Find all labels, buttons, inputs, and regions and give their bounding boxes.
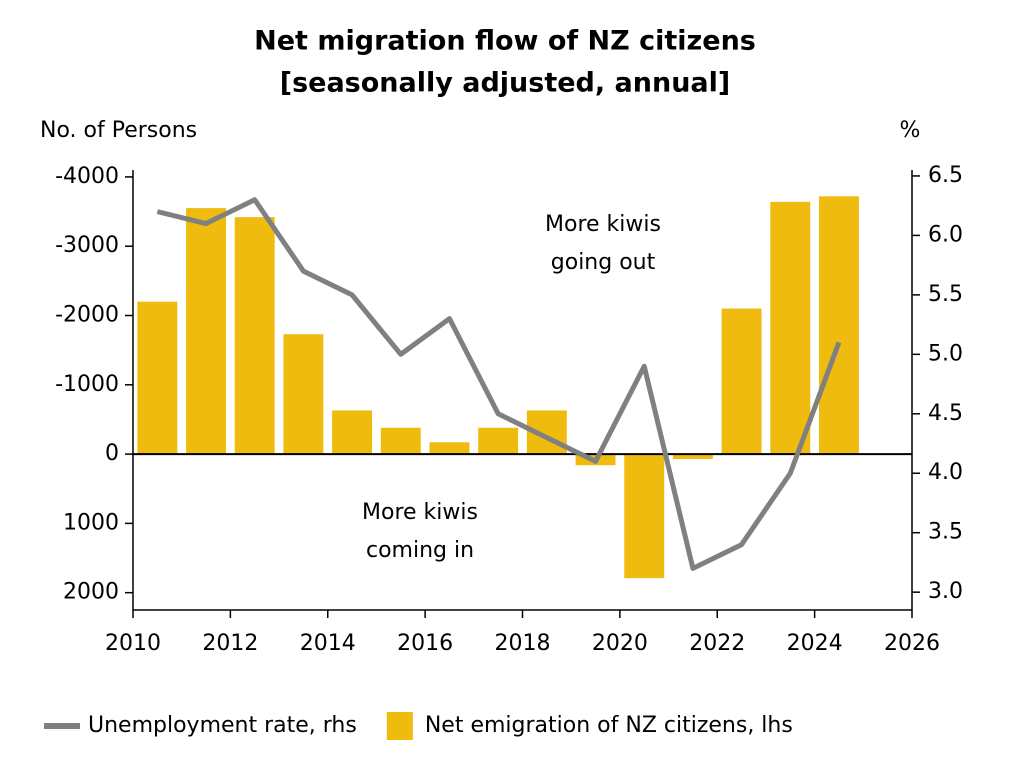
bar xyxy=(770,201,811,455)
y2-tick-label: 5.5 xyxy=(928,282,963,307)
x-tick-label: 2016 xyxy=(397,631,453,656)
x-tick-label: 2022 xyxy=(689,631,745,656)
y-tick-label: 0 xyxy=(105,441,119,466)
x-tick-label: 2020 xyxy=(592,631,648,656)
x-tick-label: 2026 xyxy=(884,631,940,656)
y-tick-label: -3000 xyxy=(55,233,119,258)
bar xyxy=(721,308,762,455)
y2-tick-label: 4.5 xyxy=(928,401,963,426)
annotation: More kiwis xyxy=(362,500,478,525)
y2-axis-label: % xyxy=(900,118,921,143)
y2-tick-label: 3.0 xyxy=(928,579,963,604)
x-tick-label: 2018 xyxy=(495,631,551,656)
x-tick-label: 2012 xyxy=(202,631,258,656)
chart-subtitle: [seasonally adjusted, annual] xyxy=(280,68,731,99)
y2-tick-label: 5.0 xyxy=(928,341,963,366)
y2-tick-label: 6.5 xyxy=(928,163,963,188)
line-series xyxy=(156,197,842,571)
x-tick-label: 2014 xyxy=(300,631,356,656)
x-tick-label: 2010 xyxy=(105,631,161,656)
bar xyxy=(186,208,226,455)
y-tick-label: 1000 xyxy=(63,510,119,535)
annotation: going out xyxy=(551,250,656,275)
legend-label: Net emigration of NZ citizens, lhs xyxy=(425,713,793,738)
annotation: coming in xyxy=(366,538,474,563)
y2-tick-label: 4.0 xyxy=(928,460,963,485)
bar xyxy=(137,301,178,455)
bar xyxy=(332,410,373,455)
bar xyxy=(819,196,859,455)
y2-tick-label: 6.0 xyxy=(928,222,963,247)
legend-swatch xyxy=(386,712,413,740)
bar xyxy=(283,334,324,455)
legend-label: Unemployment rate, rhs xyxy=(88,713,357,738)
bar xyxy=(624,454,665,579)
x-tick-label: 2024 xyxy=(787,631,843,656)
y2-tick-label: 3.5 xyxy=(928,520,963,545)
bar xyxy=(380,427,421,455)
y-tick-label: 2000 xyxy=(63,580,119,605)
bar xyxy=(672,454,713,459)
bar xyxy=(429,442,470,455)
y-axis-label: No. of Persons xyxy=(40,118,197,143)
y-tick-label: -4000 xyxy=(55,164,119,189)
chart-title: Net migration flow of NZ citizens xyxy=(254,26,756,57)
bar xyxy=(478,427,519,455)
annotation: More kiwis xyxy=(545,212,661,237)
y-tick-label: -1000 xyxy=(55,372,119,397)
y-tick-label: -2000 xyxy=(55,303,119,328)
bar xyxy=(234,217,275,455)
